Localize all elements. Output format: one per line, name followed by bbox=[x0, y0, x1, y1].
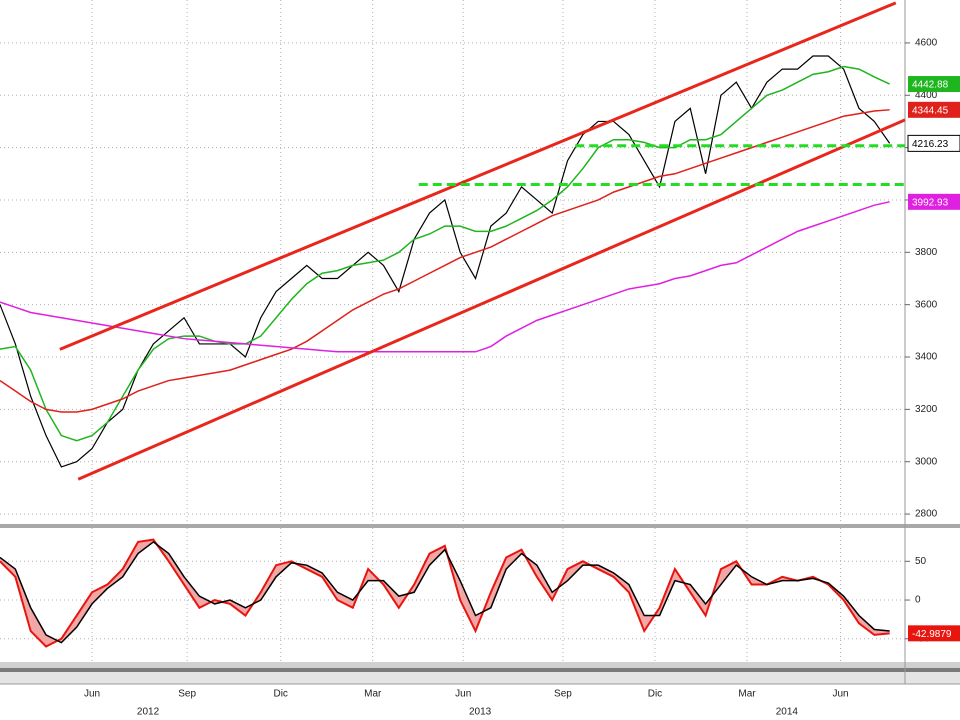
oscillator-fill bbox=[858, 615, 875, 635]
y-tick-label: 4600 bbox=[915, 38, 938, 49]
panel-separator bbox=[0, 524, 960, 528]
series-line bbox=[0, 55, 891, 468]
x-tick-label: Jun bbox=[833, 689, 849, 700]
oscillator-fill bbox=[460, 580, 476, 632]
y-tick-label: 3200 bbox=[915, 404, 938, 415]
oscillator-fill bbox=[214, 600, 231, 604]
y-tick-label: 2800 bbox=[915, 509, 938, 520]
y-tick-label: 0 bbox=[915, 595, 921, 606]
x-tick-label: Mar bbox=[738, 689, 756, 700]
year-label: 2013 bbox=[469, 707, 492, 718]
oscillator-fill bbox=[690, 584, 706, 616]
x-tick-label: Sep bbox=[554, 689, 572, 700]
series-line bbox=[0, 541, 890, 644]
y-tick-label: 3600 bbox=[915, 299, 938, 310]
value-label: 4442.88 bbox=[912, 80, 949, 91]
trend-line bbox=[77, 118, 906, 481]
value-label-box bbox=[907, 134, 960, 152]
year-label: 2014 bbox=[776, 707, 799, 718]
value-label-box bbox=[908, 101, 960, 118]
value-label: -42.9879 bbox=[912, 629, 952, 640]
oscillator-fill bbox=[184, 576, 200, 608]
oscillator-fill bbox=[536, 565, 553, 601]
value-label-box bbox=[908, 193, 960, 210]
x-tick-label: Dic bbox=[273, 689, 287, 700]
year-label: 2012 bbox=[137, 707, 160, 718]
y-tick-label: 3000 bbox=[915, 456, 938, 467]
bottom-strip bbox=[0, 672, 960, 684]
bottom-strip bbox=[0, 662, 960, 668]
series-line bbox=[0, 201, 890, 353]
value-label: 4216.23 bbox=[912, 139, 949, 150]
value-label-box bbox=[908, 625, 960, 642]
x-tick-label: Dic bbox=[648, 689, 662, 700]
y-tick-label: 50 bbox=[915, 556, 927, 567]
trend-line bbox=[59, 1, 897, 351]
x-tick-label: Mar bbox=[364, 689, 382, 700]
series-line bbox=[0, 109, 890, 413]
y-tick-label: 3400 bbox=[915, 352, 938, 363]
x-tick-label: Jun bbox=[84, 689, 100, 700]
y-tick-label: 4400 bbox=[915, 90, 938, 101]
oscillator-fill bbox=[30, 607, 47, 647]
y-tick-label: 3800 bbox=[915, 247, 938, 258]
oscillator-fill bbox=[76, 592, 93, 628]
oscillator-fill bbox=[168, 553, 185, 585]
x-tick-label: Jun bbox=[455, 689, 471, 700]
bottom-strip bbox=[0, 668, 960, 672]
series-line bbox=[0, 65, 890, 442]
oscillator-fill bbox=[490, 557, 507, 608]
x-tick-label: Sep bbox=[178, 689, 196, 700]
value-label: 3992.93 bbox=[912, 197, 949, 208]
oscillator-fill bbox=[337, 592, 353, 608]
value-label: 4344.45 bbox=[912, 105, 949, 116]
value-label-box bbox=[908, 76, 960, 93]
